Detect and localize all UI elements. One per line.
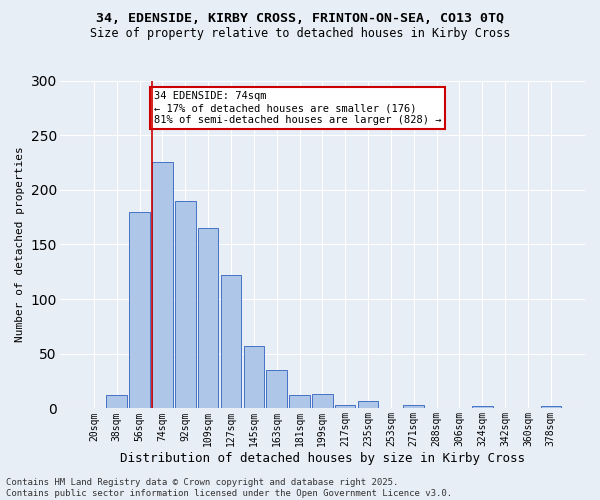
Bar [198,228,218,408]
Text: Contains HM Land Registry data © Crown copyright and database right 2025.
Contai: Contains HM Land Registry data © Crown c… [6,478,452,498]
Bar [289,396,310,408]
Bar [244,346,264,408]
Bar [541,406,561,408]
Bar [129,212,150,408]
Y-axis label: Number of detached properties: Number of detached properties [15,146,25,342]
Bar [175,200,196,408]
Bar [266,370,287,408]
Text: Size of property relative to detached houses in Kirby Cross: Size of property relative to detached ho… [90,28,510,40]
Bar [221,275,241,408]
Bar [152,162,173,408]
Bar [335,405,355,408]
Text: 34 EDENSIDE: 74sqm
← 17% of detached houses are smaller (176)
81% of semi-detach: 34 EDENSIDE: 74sqm ← 17% of detached hou… [154,92,441,124]
Bar [472,406,493,408]
Bar [106,396,127,408]
X-axis label: Distribution of detached houses by size in Kirby Cross: Distribution of detached houses by size … [120,452,525,465]
Bar [403,405,424,408]
Bar [312,394,332,408]
Bar [358,401,379,408]
Text: 34, EDENSIDE, KIRBY CROSS, FRINTON-ON-SEA, CO13 0TQ: 34, EDENSIDE, KIRBY CROSS, FRINTON-ON-SE… [96,12,504,26]
